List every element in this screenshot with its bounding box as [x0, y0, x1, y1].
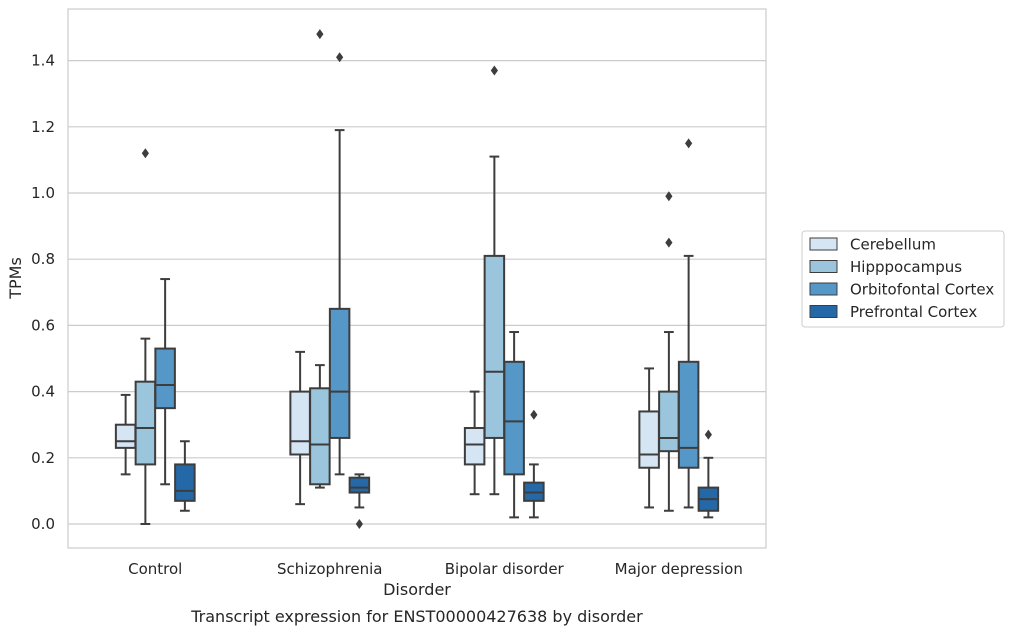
box-iqr — [289, 390, 311, 456]
box-iqr — [328, 307, 351, 439]
box-orbitofontal-cortex — [677, 138, 700, 509]
y-tick-label: 0.4 — [31, 383, 55, 401]
box-cerebellum — [463, 390, 486, 496]
outlier-point — [704, 429, 712, 440]
box-iqr — [154, 347, 176, 410]
box-orbitofontal-cortex — [503, 331, 525, 519]
legend-items: Cerebellum Hipppocampus Orbitofontal Corte… — [809, 236, 994, 321]
box-hipppocampus — [483, 65, 506, 496]
x-axis-ticks: Control Schizophrenia Bipolar disorder Majo… — [128, 560, 743, 578]
legend-label: Cerebellum — [850, 236, 936, 254]
chart-caption: Transcript expression for ENST0000042763… — [190, 607, 643, 626]
box-iqr — [174, 463, 196, 502]
legend-swatch — [809, 237, 838, 251]
box-iqr — [114, 423, 137, 449]
legend-label: Hipppocampus — [850, 258, 962, 276]
x-tick-label: Bipolar disorder — [445, 560, 565, 578]
legend-swatch — [809, 260, 838, 273]
box-cerebellum — [114, 393, 137, 476]
outlier-point — [355, 519, 363, 529]
y-tick-label: 0.2 — [31, 449, 55, 467]
box-prefrontal-cortex — [174, 440, 196, 512]
legend-swatch — [809, 282, 838, 296]
legend-frame — [801, 230, 1005, 328]
outlier-point — [336, 52, 344, 63]
outlier-point — [665, 237, 673, 248]
y-tick-label: 1.4 — [31, 52, 55, 70]
outlier-point — [530, 409, 538, 420]
y-axis-ticks: 0.0 0.2 0.4 0.6 0.8 1.0 1.2 1.4 — [31, 52, 55, 533]
x-tick-label: Control — [128, 560, 182, 578]
box-cerebellum — [289, 350, 311, 506]
x-tick-label: Schizophrenia — [277, 560, 382, 578]
y-tick-label: 0.8 — [31, 250, 55, 268]
box-prefrontal-cortex — [348, 473, 371, 529]
box-groups — [114, 29, 720, 529]
box-iqr — [463, 427, 486, 466]
box-cerebellum — [638, 367, 660, 509]
box-prefrontal-cortex — [697, 429, 720, 519]
y-tick-label: 1.0 — [31, 184, 55, 202]
box-iqr — [503, 360, 525, 476]
legend-label: Prefrontal Cortex — [850, 303, 977, 321]
outlier-point — [316, 29, 324, 40]
y-axis-title: TPMs — [6, 257, 25, 300]
x-tick-label: Major depression — [615, 560, 743, 578]
box-iqr — [309, 387, 331, 486]
outlier-point — [685, 138, 693, 149]
y-tick-label: 1.2 — [31, 118, 55, 136]
y-tick-label: 0.0 — [31, 515, 55, 533]
box-orbitofontal-cortex — [154, 278, 176, 486]
box-iqr — [677, 360, 700, 469]
outlier-point — [141, 148, 149, 159]
plot-frame — [67, 8, 767, 549]
box-hipppocampus — [134, 148, 157, 525]
box-prefrontal-cortex — [523, 409, 545, 519]
legend: Cerebellum Hipppocampus Orbitofontal Corte… — [801, 230, 1005, 328]
legend-label: Orbitofontal Cortex — [850, 281, 994, 299]
box-orbitofontal-cortex — [328, 52, 351, 476]
y-tick-label: 0.6 — [31, 316, 55, 334]
box-iqr — [483, 254, 506, 439]
box-iqr — [638, 410, 660, 469]
plot-background — [68, 9, 766, 548]
box-iqr — [348, 476, 371, 494]
box-hipppocampus — [658, 191, 680, 512]
outlier-point — [490, 65, 498, 76]
box-iqr — [134, 380, 157, 466]
box-hipppocampus — [309, 29, 331, 489]
outlier-point — [665, 191, 673, 202]
x-axis-title: Disorder — [383, 580, 451, 599]
box-iqr — [658, 390, 680, 453]
legend-swatch — [809, 305, 838, 318]
